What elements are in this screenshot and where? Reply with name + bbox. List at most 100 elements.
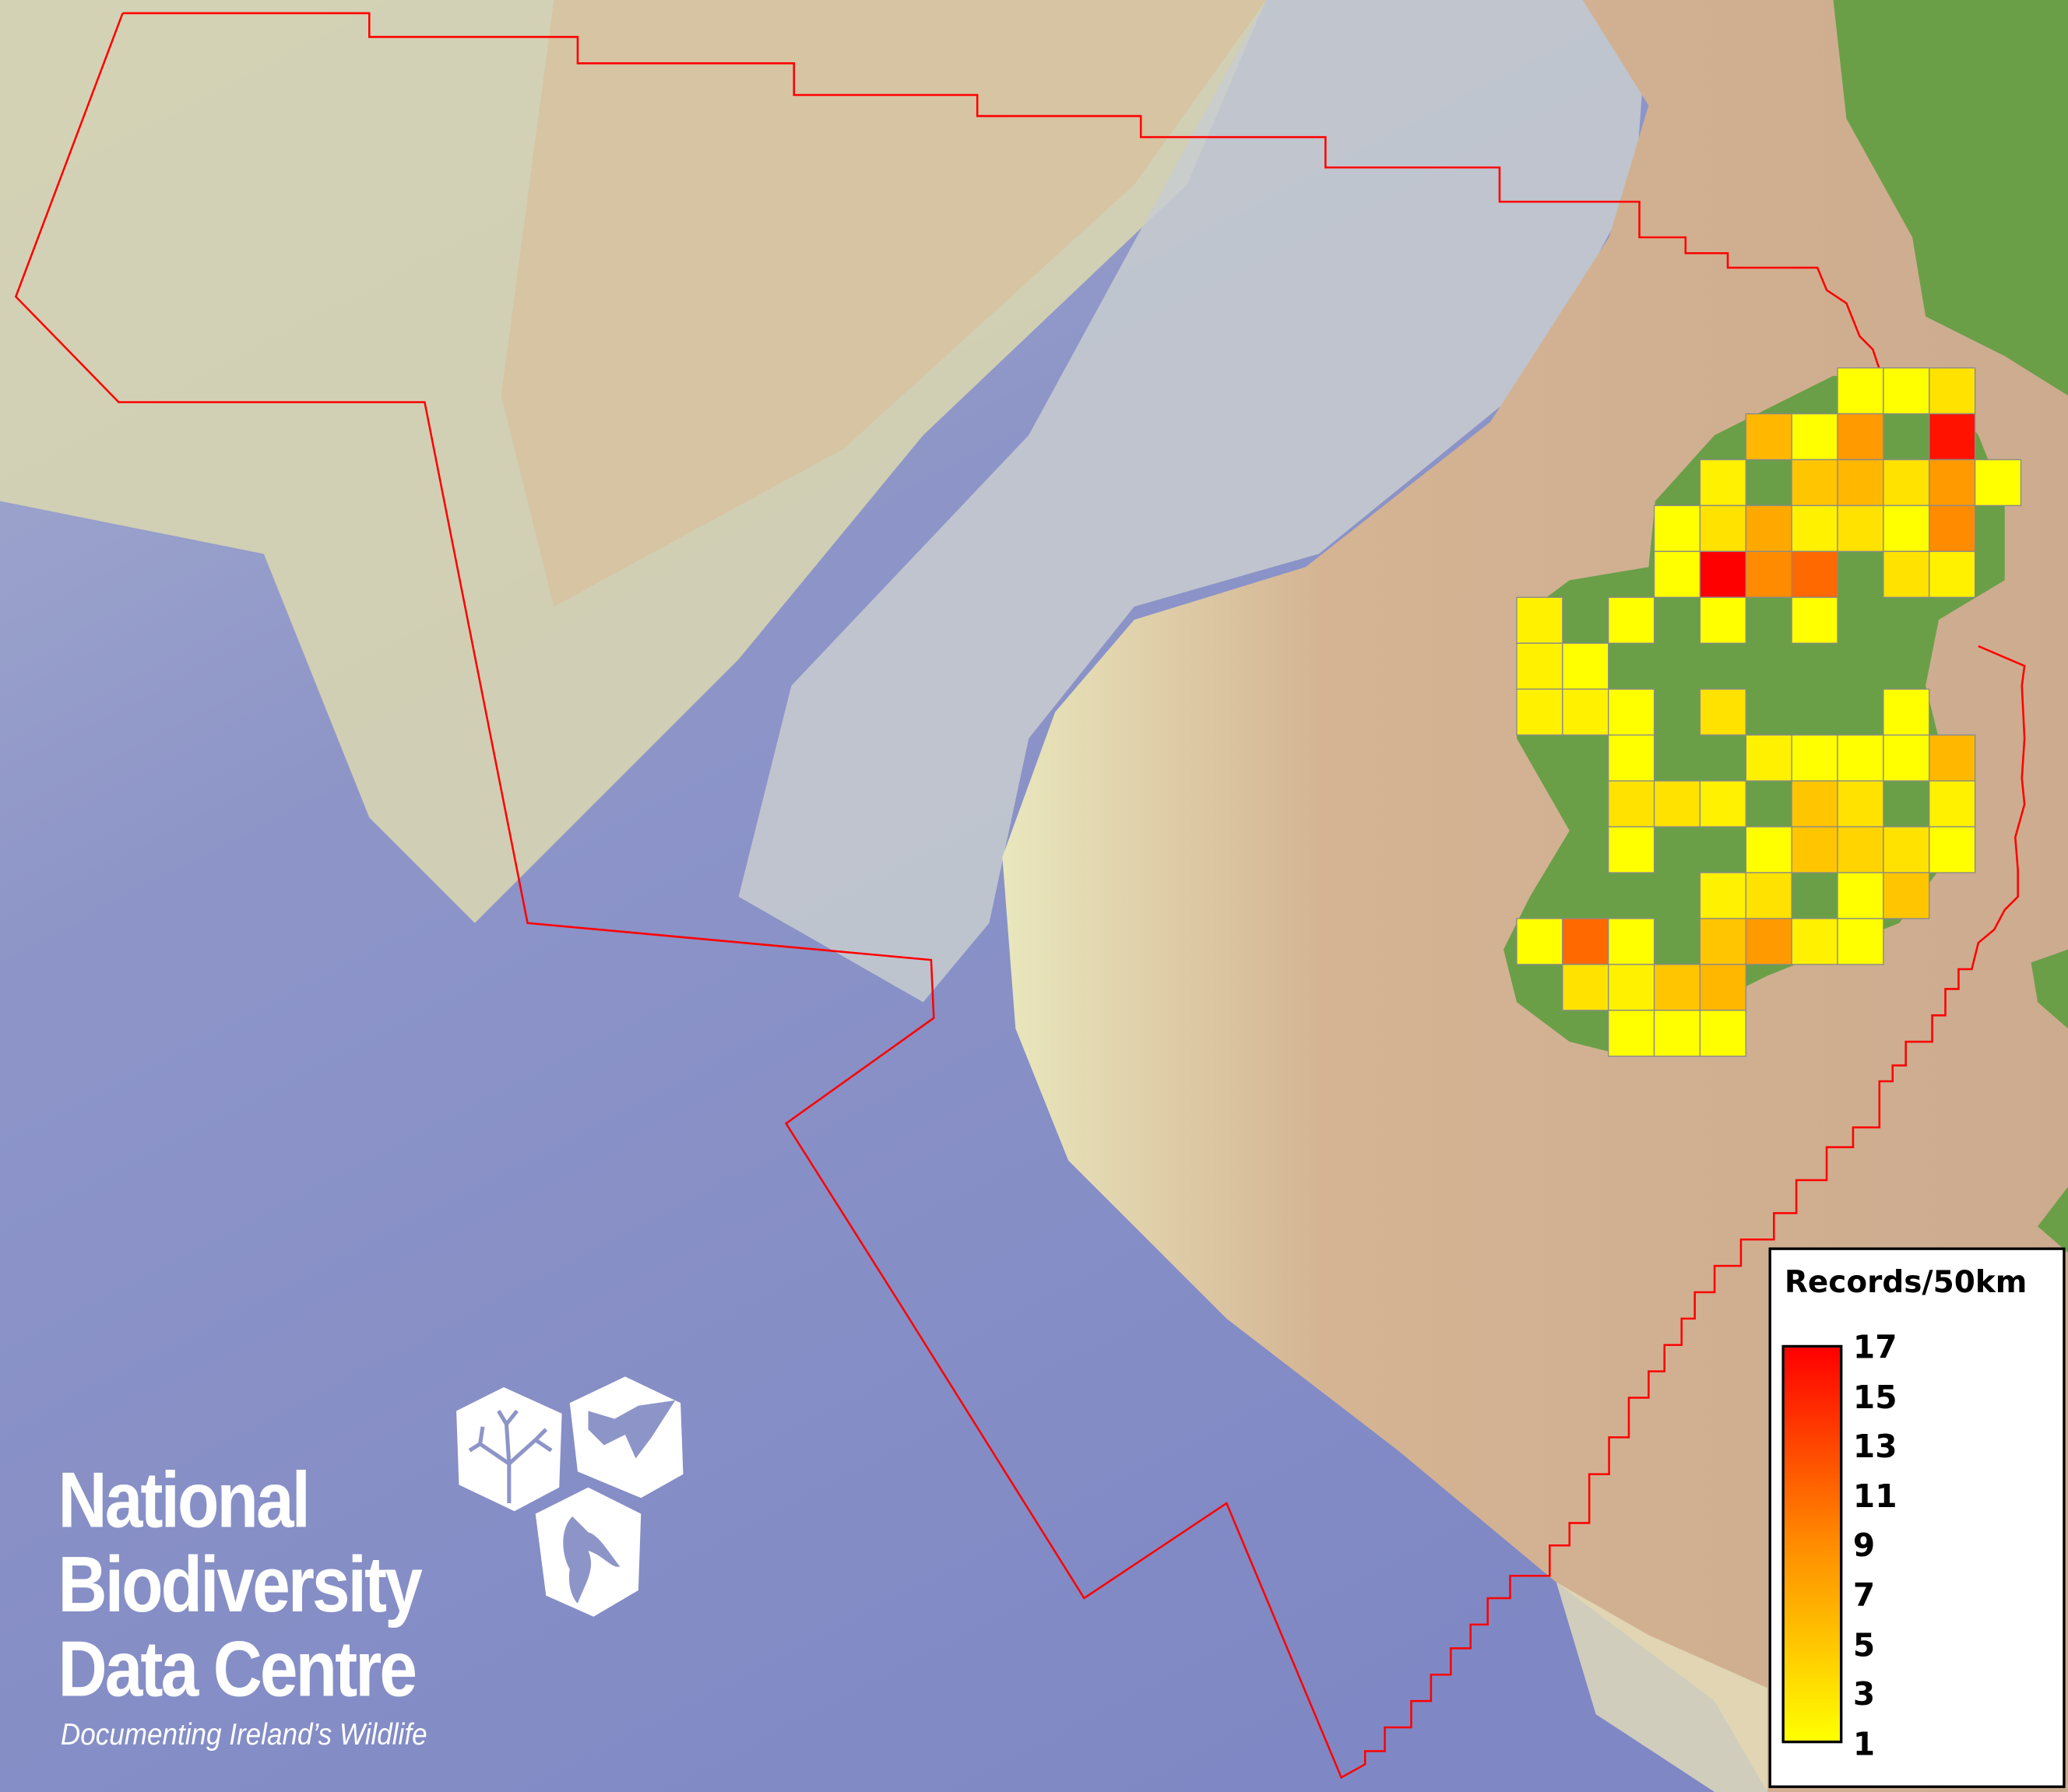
boundary-line-west: [14, 12, 2026, 1780]
grid-cell: [1791, 459, 1838, 507]
grid-cell: [1699, 688, 1746, 736]
grid-cell: [1745, 550, 1792, 599]
grid-cell: [1883, 459, 1930, 507]
grid-cell: [1699, 596, 1746, 644]
grid-cell: [1883, 688, 1930, 736]
grid-cell: [1837, 413, 1884, 461]
boundary-line: [122, 12, 1881, 370]
legend-tick-label: 1: [1852, 1725, 1876, 1763]
grid-cell: [1837, 826, 1884, 873]
grid-cell: [1745, 413, 1792, 461]
grid-cell: [1837, 734, 1884, 782]
grid-cell: [1562, 964, 1609, 1011]
grid-cell: [1745, 918, 1792, 965]
grid-cell: [1883, 550, 1930, 599]
grid-cell: [1791, 918, 1838, 965]
grid-cell: [1699, 918, 1746, 965]
trough: [738, 0, 1649, 1003]
grid-cell: [1516, 688, 1563, 736]
grid-cell: [1745, 504, 1792, 553]
grid-cell: [1745, 872, 1792, 919]
grid-cell: [1883, 826, 1930, 873]
grid-cell: [1883, 872, 1930, 919]
grid-cell: [1929, 734, 1976, 782]
grid-cell: [1837, 918, 1884, 965]
grid-cell: [1791, 780, 1838, 827]
grid-cell: [1699, 504, 1746, 553]
grid-cell: [1699, 1010, 1746, 1057]
grid-cell: [1745, 826, 1792, 873]
legend-tick-label: 13: [1852, 1428, 1897, 1466]
grid-cell: [1791, 550, 1838, 599]
butterfly-icon: [569, 1376, 684, 1499]
grid-cell: [1516, 642, 1563, 690]
legend-tick-label: 7: [1852, 1576, 1876, 1615]
grid-cell: [1929, 367, 1976, 415]
grid-cell: [1608, 918, 1655, 965]
grid-cell: [1608, 734, 1655, 782]
grid-cell: [1974, 459, 2022, 507]
records-grid: [1516, 367, 2022, 1057]
legend-title: Records/50km: [1784, 1266, 2028, 1301]
legend-tick-label: 15: [1852, 1379, 1897, 1416]
grid-cell: [1745, 734, 1792, 782]
grid-cell: [1929, 459, 1976, 507]
grid-cell: [1837, 780, 1884, 827]
grid-cell: [1653, 964, 1701, 1011]
grid-cell: [1608, 964, 1655, 1011]
grid-cell: [1791, 826, 1838, 873]
logo-line-1: National: [58, 1456, 311, 1544]
grid-cell: [1837, 872, 1884, 919]
grid-cell: [1653, 504, 1701, 553]
grid-cell: [1653, 1010, 1701, 1057]
grid-cell: [1929, 413, 1976, 461]
grid-cell: [1791, 504, 1838, 553]
grid-cell: [1516, 596, 1563, 644]
logo-line-2: Biodiversity: [58, 1540, 423, 1629]
grid-cell: [1699, 964, 1746, 1011]
scotland-land: [1833, 0, 2068, 396]
grid-cell: [1608, 596, 1655, 644]
grid-cell: [1562, 688, 1609, 736]
grid-cell: [1929, 826, 1976, 873]
grid-cell: [1699, 459, 1746, 507]
logo-tagline: Documenting Ireland’s Wildlife: [60, 1716, 427, 1752]
grid-cell: [1883, 367, 1930, 415]
legend-tick-label: 9: [1852, 1527, 1876, 1565]
grid-cell: [1653, 550, 1701, 599]
grid-cell: [1791, 734, 1838, 782]
grid-cell: [1699, 872, 1746, 919]
grid-cell: [1883, 734, 1930, 782]
logo-line-3: Data Centre: [58, 1624, 417, 1713]
grid-cell: [1699, 780, 1746, 827]
legend-tick-label: 5: [1852, 1626, 1876, 1664]
legend-tick-label: 17: [1852, 1329, 1897, 1366]
shelf-bank: [501, 0, 1267, 607]
grid-cell: [1608, 1010, 1655, 1057]
grid-cell: [1883, 504, 1930, 553]
grid-cell: [1929, 780, 1976, 827]
legend: Records/50km 17 15 13 11 9 7 5 3 1: [1768, 1247, 2066, 1788]
grid-cell: [1699, 550, 1746, 599]
grid-cell: [1516, 918, 1563, 965]
grid-cell: [1837, 459, 1884, 507]
grid-cell: [1608, 826, 1655, 873]
legend-tick-label: 11: [1852, 1478, 1897, 1515]
tree-icon: [456, 1386, 562, 1512]
grid-cell: [1653, 780, 1701, 827]
grid-cell: [1562, 918, 1609, 965]
grid-cell: [1791, 413, 1838, 461]
grid-cell: [1562, 642, 1609, 690]
seahorse-icon: [535, 1487, 642, 1617]
shelf-edge: [1556, 1582, 1767, 1792]
britain-land: [2031, 949, 2068, 1253]
grid-cell: [1791, 596, 1838, 644]
legend-color-ramp: [1781, 1344, 1843, 1744]
grid-cell: [1929, 504, 1976, 553]
grid-cell: [1837, 504, 1884, 553]
legend-tick-label: 3: [1852, 1676, 1876, 1713]
nbdc-logo: National Biodiversity Data Centre Docume…: [58, 1372, 718, 1767]
logo-hexagons: [456, 1376, 684, 1617]
